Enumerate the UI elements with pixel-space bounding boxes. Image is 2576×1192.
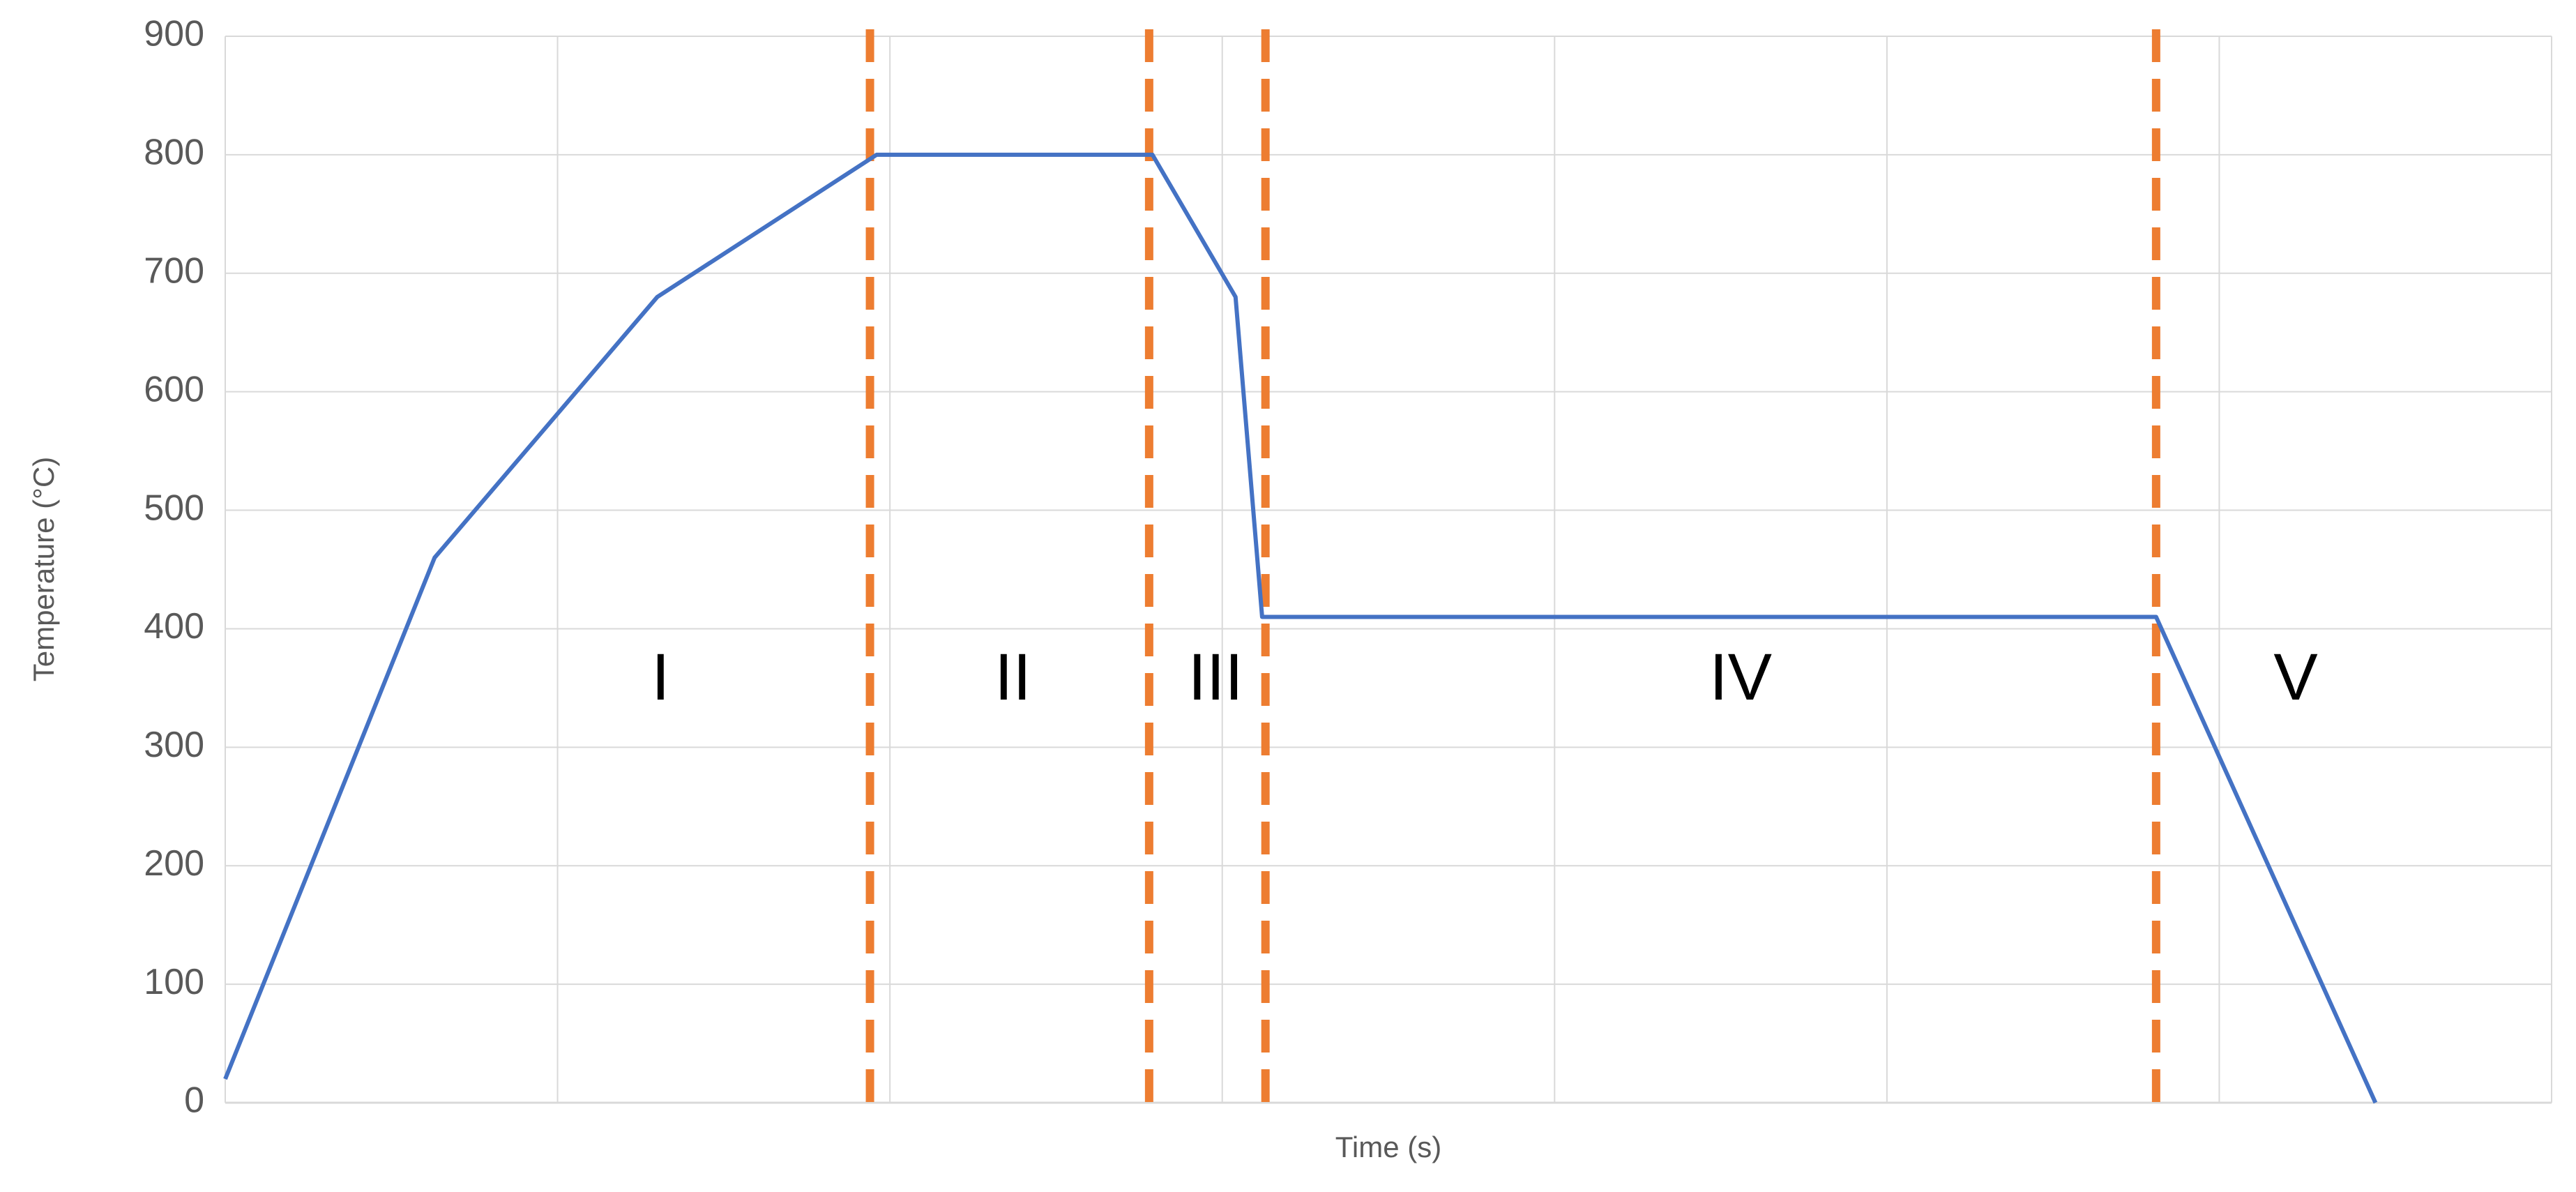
y-tick-label: 500 <box>144 488 204 528</box>
y-axis-title: Temperature (°C) <box>27 457 60 682</box>
y-tick-label: 600 <box>144 369 204 409</box>
y-tick-label: 300 <box>144 725 204 765</box>
region-label: III <box>1188 640 1243 714</box>
y-tick-label: 200 <box>144 843 204 884</box>
y-tick-label: 700 <box>144 251 204 292</box>
y-tick-label: 0 <box>184 1080 204 1121</box>
region-label: V <box>2273 640 2317 714</box>
region-label: IV <box>1709 640 1772 714</box>
data-line <box>223 152 2378 1104</box>
region-label: I <box>651 640 669 714</box>
y-tick-label: 400 <box>144 606 204 647</box>
x-axis-title: Time (s) <box>1335 1131 1441 1163</box>
region-label: II <box>994 640 1031 714</box>
y-tick-label: 900 <box>144 14 204 54</box>
y-tick-label: 800 <box>144 133 204 173</box>
y-tick-label: 100 <box>144 962 204 1002</box>
